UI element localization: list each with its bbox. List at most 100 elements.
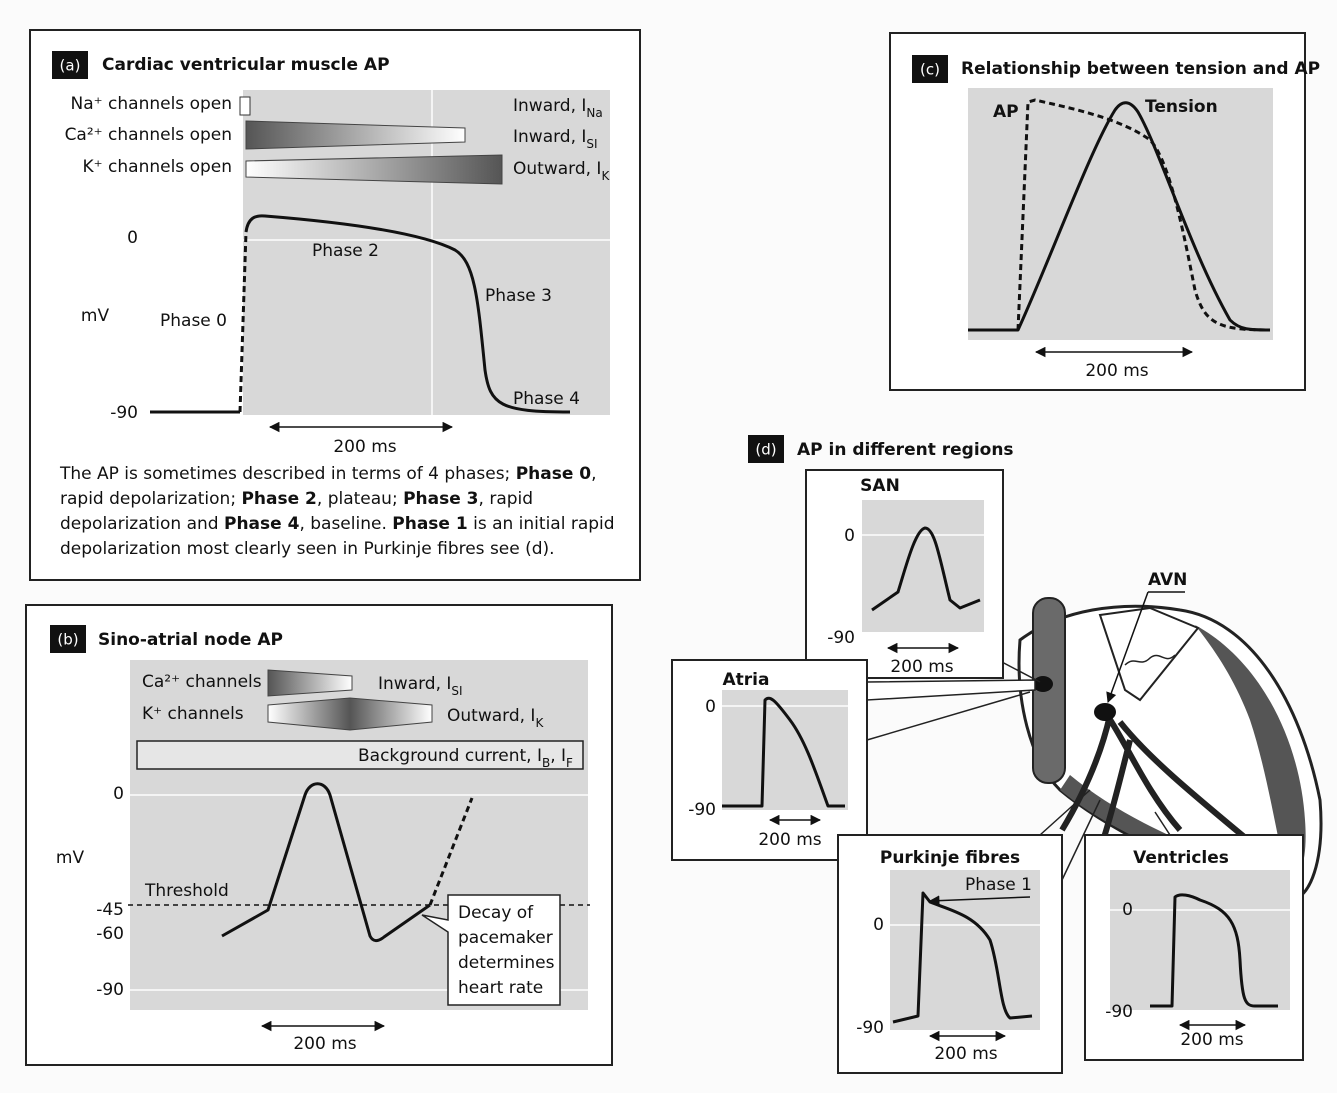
current-label: Outward, IK bbox=[447, 706, 544, 730]
axis-label: -90 bbox=[688, 800, 716, 820]
current-label: Inward, INa bbox=[513, 96, 603, 120]
callout-text: Decay of bbox=[458, 903, 534, 923]
subscript: K bbox=[535, 716, 544, 730]
region-label: Purkinje fibres bbox=[880, 848, 1020, 868]
axis-label: 0 bbox=[873, 915, 884, 935]
axis-unit: mV bbox=[81, 306, 110, 326]
caption: The AP is sometimes described in terms o… bbox=[60, 462, 620, 562]
heart-drawing bbox=[1017, 591, 1323, 902]
caption-bold: Phase 2 bbox=[241, 489, 317, 509]
region-plot-area bbox=[1110, 870, 1290, 1010]
caption-text: , baseline. bbox=[299, 514, 393, 534]
axis-label: 0 bbox=[844, 526, 855, 546]
subscript: F bbox=[566, 756, 573, 770]
avn-label: AVN bbox=[1148, 570, 1187, 590]
text-run: Outward, I bbox=[513, 159, 601, 179]
callout-text: determines bbox=[458, 953, 555, 973]
subscript: B bbox=[542, 756, 550, 770]
axis-label: -45 bbox=[96, 900, 124, 920]
scale-label: 200 ms bbox=[890, 657, 953, 677]
caption-text: The AP is sometimes described in terms o… bbox=[60, 464, 516, 484]
ca-channel-bar bbox=[245, 120, 466, 150]
panel-c-plot-area bbox=[968, 88, 1273, 340]
subscript: K bbox=[601, 169, 610, 183]
text-run: Inward, I bbox=[378, 674, 451, 694]
scale-label: 200 ms bbox=[333, 437, 396, 457]
panel-title: Sino-atrial node AP bbox=[98, 630, 283, 650]
threshold-label: Threshold bbox=[144, 881, 229, 901]
text-run: Outward, I bbox=[447, 706, 535, 726]
ca-channel-bar bbox=[267, 669, 353, 697]
region-ap-curve bbox=[871, 526, 981, 612]
current-label: Inward, ISI bbox=[513, 127, 598, 151]
region-label: SAN bbox=[860, 476, 900, 496]
sa-node bbox=[1033, 676, 1053, 692]
current-label: Outward, IK bbox=[513, 159, 610, 183]
axis-label: 0 bbox=[705, 697, 716, 717]
panel-tag-box bbox=[50, 625, 86, 653]
text-run: Inward, I bbox=[513, 127, 586, 147]
ap-curve bbox=[968, 98, 1271, 332]
channel-label: Na⁺ channels open bbox=[71, 94, 232, 114]
axis-label: -90 bbox=[1105, 1002, 1133, 1022]
connector bbox=[866, 679, 1036, 701]
caption-text: , rapid depolarization and bbox=[60, 489, 534, 534]
text-run: Background current, I bbox=[358, 746, 542, 766]
subscript: SI bbox=[586, 137, 597, 151]
phase-label: Phase 0 bbox=[160, 311, 227, 331]
na-channel-bar bbox=[239, 96, 251, 116]
text-run: Inward, I bbox=[513, 96, 586, 116]
axis-label: -90 bbox=[96, 980, 124, 1000]
phase-label: Phase 2 bbox=[312, 241, 379, 261]
purkinje-branches bbox=[1059, 710, 1262, 853]
channel-label: Ca²⁺ channels bbox=[142, 672, 262, 692]
connector bbox=[1154, 811, 1171, 836]
scale-label: 200 ms bbox=[1085, 361, 1148, 381]
valve-cusps bbox=[1124, 654, 1176, 666]
caption-text: , plateau; bbox=[316, 489, 404, 509]
region-plot-area bbox=[722, 690, 848, 810]
ventricle-wall bbox=[1195, 625, 1306, 885]
axis-label: 0 bbox=[113, 784, 124, 804]
scale-label: 200 ms bbox=[934, 1044, 997, 1064]
caption-bold: Phase 1 bbox=[392, 514, 468, 534]
phase-label: Phase 4 bbox=[513, 389, 580, 409]
panel-tag-box bbox=[52, 51, 88, 79]
ap-curve bbox=[244, 214, 571, 414]
caption-text: is an initial rapid depolarization most … bbox=[60, 514, 615, 559]
text-run: , I bbox=[550, 746, 566, 766]
ap-upstroke bbox=[238, 231, 248, 413]
scale-label: 200 ms bbox=[758, 830, 821, 850]
channel-label: K⁺ channels open bbox=[83, 157, 232, 177]
caption-bold: Phase 3 bbox=[403, 489, 479, 509]
axis-label: -90 bbox=[110, 403, 138, 423]
panel-tag-box bbox=[912, 55, 948, 83]
subscript: Na bbox=[586, 106, 602, 120]
panel-title: AP in different regions bbox=[797, 440, 1014, 460]
axis-label: -90 bbox=[827, 628, 855, 648]
phase-label: Phase 3 bbox=[485, 286, 552, 306]
current-label: Inward, ISI bbox=[378, 674, 463, 698]
k-channel-bar bbox=[245, 154, 503, 185]
panel-title: Relationship between tension and AP bbox=[961, 59, 1320, 79]
callout-text: pacemaker bbox=[458, 928, 553, 948]
channel-label: K⁺ channels bbox=[142, 704, 244, 724]
region-ap-curve bbox=[722, 696, 845, 808]
phase-pointer bbox=[928, 895, 1031, 906]
channel-label: Ca²⁺ channels open bbox=[65, 125, 232, 145]
caption-bold: Phase 0 bbox=[515, 464, 592, 484]
axis-label: 0 bbox=[127, 228, 138, 248]
curve-label: Tension bbox=[1145, 97, 1218, 117]
panel-tag: (c) bbox=[920, 61, 940, 79]
panel-tag-box bbox=[748, 435, 784, 463]
axis-label: -60 bbox=[96, 924, 124, 944]
connector bbox=[1039, 789, 1091, 836]
connector bbox=[866, 691, 1031, 741]
axis-label: 0 bbox=[1122, 900, 1133, 920]
av-node bbox=[1094, 703, 1116, 721]
avn-pointer bbox=[1108, 591, 1185, 702]
region-plot-area bbox=[890, 870, 1040, 1030]
connector bbox=[1061, 799, 1101, 881]
